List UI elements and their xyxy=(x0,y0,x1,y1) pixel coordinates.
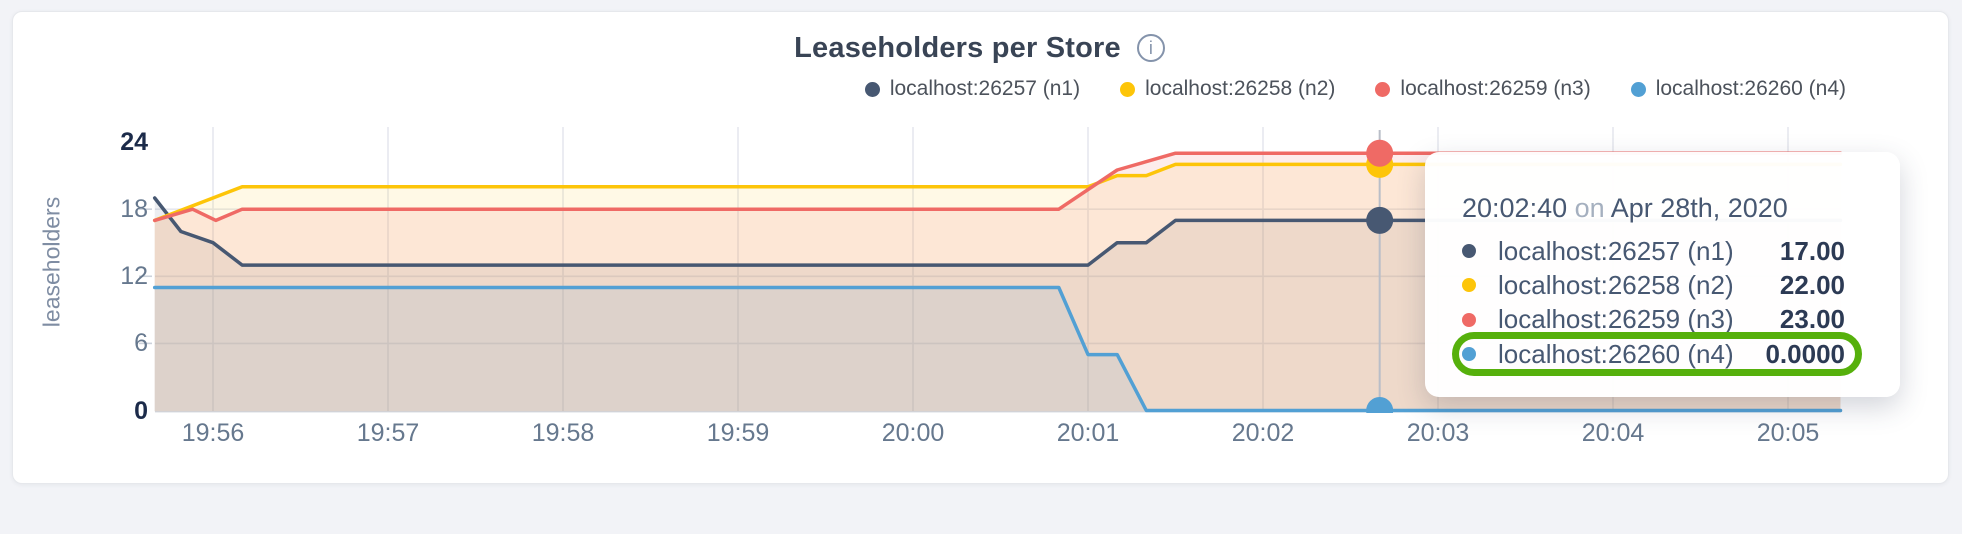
legend-item-n3[interactable]: localhost:26259 (n3) xyxy=(1375,77,1591,101)
tooltip-row-value: 23.00 xyxy=(1779,304,1845,335)
tooltip-date: Apr 28th, 2020 xyxy=(1610,193,1788,223)
info-icon-glyph: i xyxy=(1148,37,1153,58)
series-dot-icon xyxy=(1462,347,1476,362)
x-tick-label: 20:01 xyxy=(1056,419,1120,447)
hover-dot-n3 xyxy=(1366,139,1394,167)
hover-dot-n1 xyxy=(1366,206,1394,234)
hover-tooltip: 20:02:40 on Apr 28th, 2020 localhost:262… xyxy=(1425,152,1900,397)
legend: localhost:26257 (n1) localhost:26258 (n2… xyxy=(864,77,1846,101)
tooltip-row-label: localhost:26257 (n1) xyxy=(1498,235,1734,266)
x-tick-label: 20:03 xyxy=(1406,419,1470,447)
legend-item-label: localhost:26257 (n1) xyxy=(889,77,1081,100)
x-tick-label: 19:59 xyxy=(706,419,770,447)
legend-item-n4[interactable]: localhost:26260 (n4) xyxy=(1630,77,1846,101)
tooltip-connector: on xyxy=(1574,193,1605,223)
x-tick-label: 19:57 xyxy=(356,419,420,447)
legend-item-n2[interactable]: localhost:26258 (n2) xyxy=(1120,77,1335,101)
legend-item-label: localhost:26259 (n3) xyxy=(1400,77,1591,100)
chart-title: Leaseholders per Store xyxy=(794,32,1121,64)
series-area-n4 xyxy=(154,287,1841,412)
x-tick-label: 19:56 xyxy=(181,419,245,447)
legend-swatch-icon xyxy=(1375,81,1391,97)
tooltip-row-n2: localhost:26258 (n2) 22.00 xyxy=(1462,268,1845,302)
x-tick-label: 20:05 xyxy=(1756,419,1820,447)
legend-item-label: localhost:26260 (n4) xyxy=(1655,77,1846,100)
legend-swatch-icon xyxy=(864,81,880,97)
series-area-n1 xyxy=(154,198,1841,412)
tooltip-row-n3: localhost:26259 (n3) 23.00 xyxy=(1462,303,1845,337)
hover-dot-n4 xyxy=(1366,397,1394,413)
series-dot-icon xyxy=(1462,244,1476,259)
tooltip-row-value: 17.00 xyxy=(1779,235,1845,266)
series-dot-icon xyxy=(1462,312,1476,327)
legend-item-n1[interactable]: localhost:26257 (n1) xyxy=(864,77,1081,101)
tooltip-rows: localhost:26257 (n1) 17.00 localhost:262… xyxy=(1462,234,1845,371)
tooltip-row-label: localhost:26258 (n2) xyxy=(1498,269,1734,300)
series-line-n1 xyxy=(152,196,1843,267)
legend-item-label: localhost:26258 (n2) xyxy=(1145,77,1336,100)
legend-swatch-icon xyxy=(1630,81,1646,97)
series-dot-icon xyxy=(1462,278,1476,293)
series-line-n3 xyxy=(152,151,1843,223)
y-tick-label: 24 xyxy=(120,128,148,157)
tooltip-row-label: localhost:26260 (n4) xyxy=(1498,338,1734,369)
chart-header: Leaseholders per Store i xyxy=(12,32,1947,64)
tooltip-row-value: 0.0000 xyxy=(1765,338,1845,369)
tooltip-time: 20:02:40 xyxy=(1462,193,1568,223)
legend-swatch-icon xyxy=(1120,81,1136,97)
y-tick-label: 6 xyxy=(134,329,148,358)
x-tick-label: 19:58 xyxy=(531,419,595,447)
x-tick-label: 20:00 xyxy=(881,419,945,447)
series-area-n3 xyxy=(154,153,1841,412)
info-icon[interactable]: i xyxy=(1136,34,1165,62)
y-tick-label: 0 xyxy=(134,396,148,425)
series-line-n4 xyxy=(152,285,1843,413)
y-tick-label: 12 xyxy=(120,262,148,291)
tooltip-row-n4: localhost:26260 (n4) 0.0000 xyxy=(1462,337,1845,371)
tooltip-header: 20:02:40 on Apr 28th, 2020 xyxy=(1462,193,1788,223)
series-line-n2 xyxy=(152,162,1843,223)
x-tick-label: 20:02 xyxy=(1231,419,1295,447)
tooltip-row-label: localhost:26259 (n3) xyxy=(1498,304,1734,335)
tooltip-row-value: 22.00 xyxy=(1779,269,1845,300)
tooltip-row-n1: localhost:26257 (n1) 17.00 xyxy=(1462,234,1845,268)
y-tick-label: 18 xyxy=(120,195,148,224)
x-tick-label: 20:04 xyxy=(1581,419,1645,447)
